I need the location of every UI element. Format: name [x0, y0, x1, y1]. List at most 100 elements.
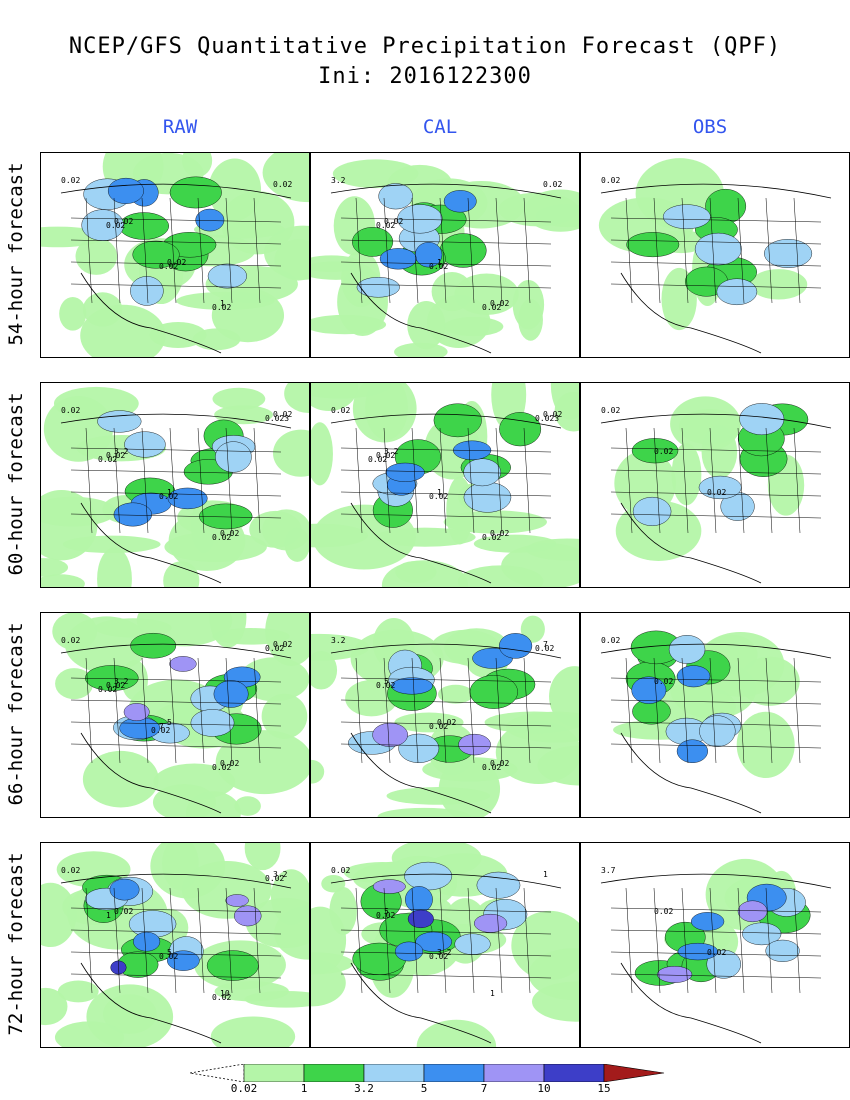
contour-label: 0.02	[273, 640, 292, 649]
border-line	[60, 183, 292, 199]
colorbar-tick-label: 10	[537, 1082, 551, 1095]
contour-label: 0.02	[368, 455, 387, 464]
coast-line	[620, 272, 762, 354]
contour-label: 0.023	[265, 414, 289, 423]
precip-area	[41, 987, 68, 1026]
state-line	[340, 677, 552, 683]
contour-label: 0.02	[429, 952, 448, 961]
contour-label: 0.02	[543, 410, 562, 419]
contour-label: 0.02	[265, 644, 284, 653]
border-line	[60, 873, 292, 889]
contour-label: 3.2	[331, 176, 346, 185]
state-line	[610, 677, 822, 683]
contour-label: 0.02	[384, 217, 403, 226]
contour-label: 0.02	[429, 722, 448, 731]
precip-area	[62, 535, 161, 554]
contour-label: 0.02	[376, 911, 395, 920]
state-line	[523, 197, 531, 304]
precip-contour	[706, 949, 742, 979]
precip-area	[234, 796, 261, 816]
contour-label: 3.2	[384, 447, 399, 456]
state-line	[610, 973, 822, 979]
map-panel: 0.02 3.2 5 0.02 0.02 0.02 7 0.02 0.02 0.02 0.02	[40, 612, 310, 818]
precip-area	[311, 759, 325, 784]
contour-label: 0.02	[159, 262, 178, 271]
precip-area	[345, 680, 398, 717]
precip-contour	[124, 431, 166, 458]
state-line	[70, 743, 282, 749]
state-line	[653, 887, 661, 994]
state-line	[610, 929, 822, 935]
contour-label: 5	[167, 948, 172, 957]
state-line	[765, 427, 773, 534]
state-line	[610, 721, 822, 727]
precip-area	[244, 843, 281, 871]
state-line	[355, 427, 363, 534]
state-line	[340, 699, 552, 705]
precip-area	[54, 1021, 125, 1047]
map-panel: 0.02 3.2 1 0.02 0.02 0.02 0.02 0.02 0.023 0.02	[310, 382, 580, 588]
state-line	[610, 239, 822, 245]
state-line	[709, 427, 717, 534]
precip-area	[215, 730, 309, 795]
precip-contour	[215, 441, 252, 473]
precip-area	[244, 990, 309, 1008]
contour-label: 7	[159, 722, 164, 731]
colorbar-tick-label: 1	[300, 1082, 308, 1095]
precip-area	[52, 613, 97, 651]
precip-area	[152, 784, 217, 817]
precip-area	[671, 443, 702, 506]
state-line	[225, 657, 233, 764]
coast-line	[620, 732, 762, 814]
state-line	[467, 427, 475, 534]
state-line	[70, 951, 282, 957]
contour-label: 3.2	[114, 677, 129, 686]
contour-label: 1	[437, 258, 442, 267]
colorbar-tick-label: 15	[597, 1082, 611, 1095]
state-line	[70, 699, 282, 705]
precip-area	[457, 565, 544, 587]
contour-label: 0.02	[61, 406, 80, 415]
map-panel: 0.02 0.02	[580, 612, 850, 818]
precip-area	[321, 874, 346, 893]
state-line	[70, 283, 282, 289]
precip-area	[736, 711, 795, 779]
contour-label: 0.02	[212, 993, 231, 1002]
contour-label: 0.02	[490, 299, 509, 308]
contour-label: 0.023	[535, 414, 559, 423]
state-line	[113, 197, 121, 304]
precip-area	[484, 711, 579, 734]
state-line	[625, 887, 633, 994]
precip-contour	[133, 931, 161, 952]
precip-contour	[476, 871, 521, 899]
contour-label: 0.02	[331, 406, 350, 415]
precip-area	[97, 547, 132, 587]
precip-contour	[356, 277, 400, 298]
precip-area	[264, 225, 309, 280]
precip-contour	[458, 733, 491, 756]
map-panel: 0.02 0.02 0.02 1 0.02 0.02 0.02 0.02	[40, 152, 310, 358]
contour-label: 0.02	[61, 866, 80, 875]
state-line	[523, 887, 531, 994]
figure-subtitle: Ini: 2016122300	[318, 64, 532, 89]
precip-contour	[394, 941, 424, 962]
state-line	[523, 427, 531, 534]
precip-contour	[469, 675, 518, 709]
map-panel: 0.02	[580, 152, 850, 358]
colorbar-box	[243, 1064, 305, 1082]
precip-contour	[190, 709, 235, 737]
contour-label: 0.02	[212, 303, 231, 312]
contour-label: 0.02	[61, 636, 80, 645]
state-line	[169, 887, 177, 994]
contour-label: 3.2	[331, 636, 346, 645]
precip-area	[365, 383, 408, 440]
contour-label: 0.02	[376, 221, 395, 230]
state-line	[737, 197, 745, 304]
state-line	[439, 657, 447, 764]
state-line	[610, 261, 822, 267]
precip-contour	[379, 248, 417, 270]
state-line	[765, 197, 773, 304]
colorbar-over	[603, 1064, 665, 1082]
contour-label: 5	[384, 677, 389, 686]
colorbar-box	[543, 1064, 605, 1082]
